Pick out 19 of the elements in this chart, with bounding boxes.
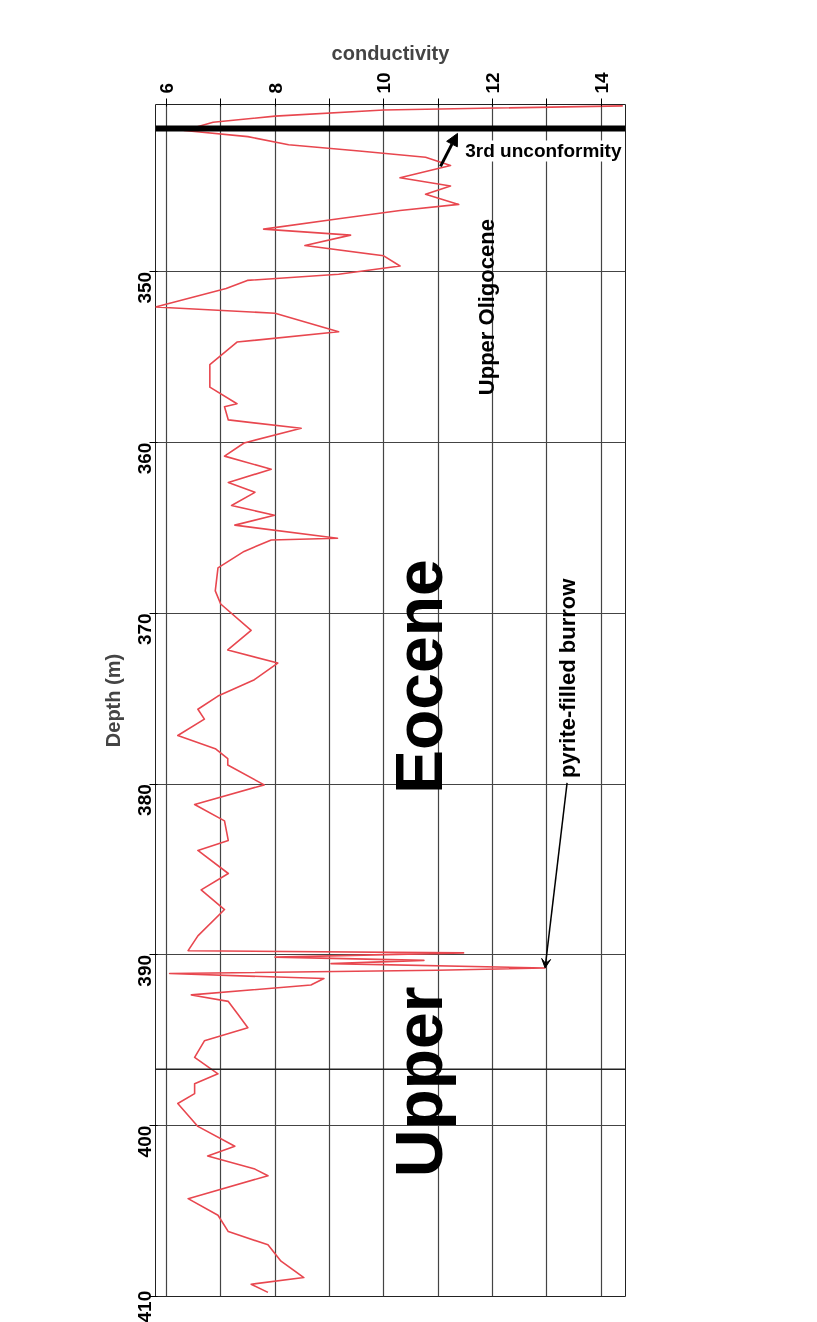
annotation: Upper: [381, 986, 456, 1178]
y-tick-label: 360: [134, 442, 155, 475]
y-tick-label: 370: [134, 613, 155, 646]
y-tick-label: 350: [134, 271, 155, 304]
x-tick-label: 6: [155, 82, 177, 94]
y-tick-label: 410: [134, 1290, 155, 1322]
y-axis-title: Depth (m): [101, 653, 124, 748]
annotation: pyrite-filled burrow: [554, 577, 580, 778]
legend-label: 3rd unconformity: [465, 140, 622, 162]
annotation: Eocene: [381, 559, 456, 795]
x-axis-title: conductivity: [331, 42, 451, 65]
y-tick-label: 400: [134, 1125, 155, 1158]
x-tick-label: 8: [264, 82, 286, 94]
annotation: Upper Oligocene: [474, 219, 500, 396]
x-tick-label: 10: [373, 72, 395, 94]
y-tick-label: 390: [134, 954, 155, 987]
y-tick-label: 380: [134, 784, 155, 816]
x-tick-label: 14: [590, 71, 612, 94]
x-tick-label: 12: [481, 72, 503, 94]
